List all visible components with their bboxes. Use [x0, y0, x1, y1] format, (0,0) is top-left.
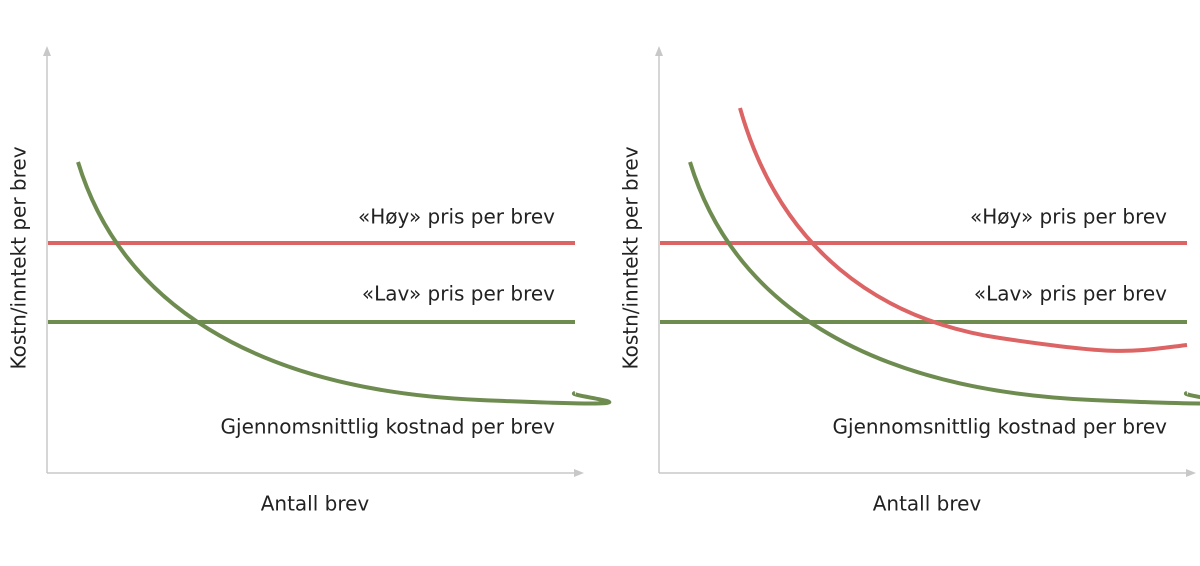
line-label: «Høy» pris per brev [358, 205, 555, 229]
line-label: Gjennomsnittlig kostnad per brev [833, 415, 1168, 439]
line-label: «Lav» pris per brev [362, 282, 555, 306]
y-arrow [43, 46, 51, 56]
y-axis-label: Kostn/inntekt per brev [7, 146, 31, 369]
x-axis-label: Antall brev [873, 492, 982, 516]
avg-cost-curve [688, 161, 1200, 406]
panel-right: «Høy» pris per brev «Lav» pris per brev … [619, 46, 1200, 516]
x-axis-label: Antall brev [261, 492, 370, 516]
y-axis-label: Kostn/inntekt per brev [619, 146, 643, 369]
avg-cost-curve [76, 161, 612, 406]
x-arrow [574, 469, 584, 477]
y-arrow [655, 46, 663, 56]
line-label: Gjennomsnittlig kostnad per brev [221, 415, 556, 439]
x-arrow [1186, 469, 1196, 477]
avg-cost-curve-high [738, 107, 1188, 353]
line-label: «Lav» pris per brev [974, 282, 1167, 306]
line-label: «Høy» pris per brev [970, 205, 1167, 229]
panel-left: «Høy» pris per brev «Lav» pris per brev … [7, 46, 612, 516]
